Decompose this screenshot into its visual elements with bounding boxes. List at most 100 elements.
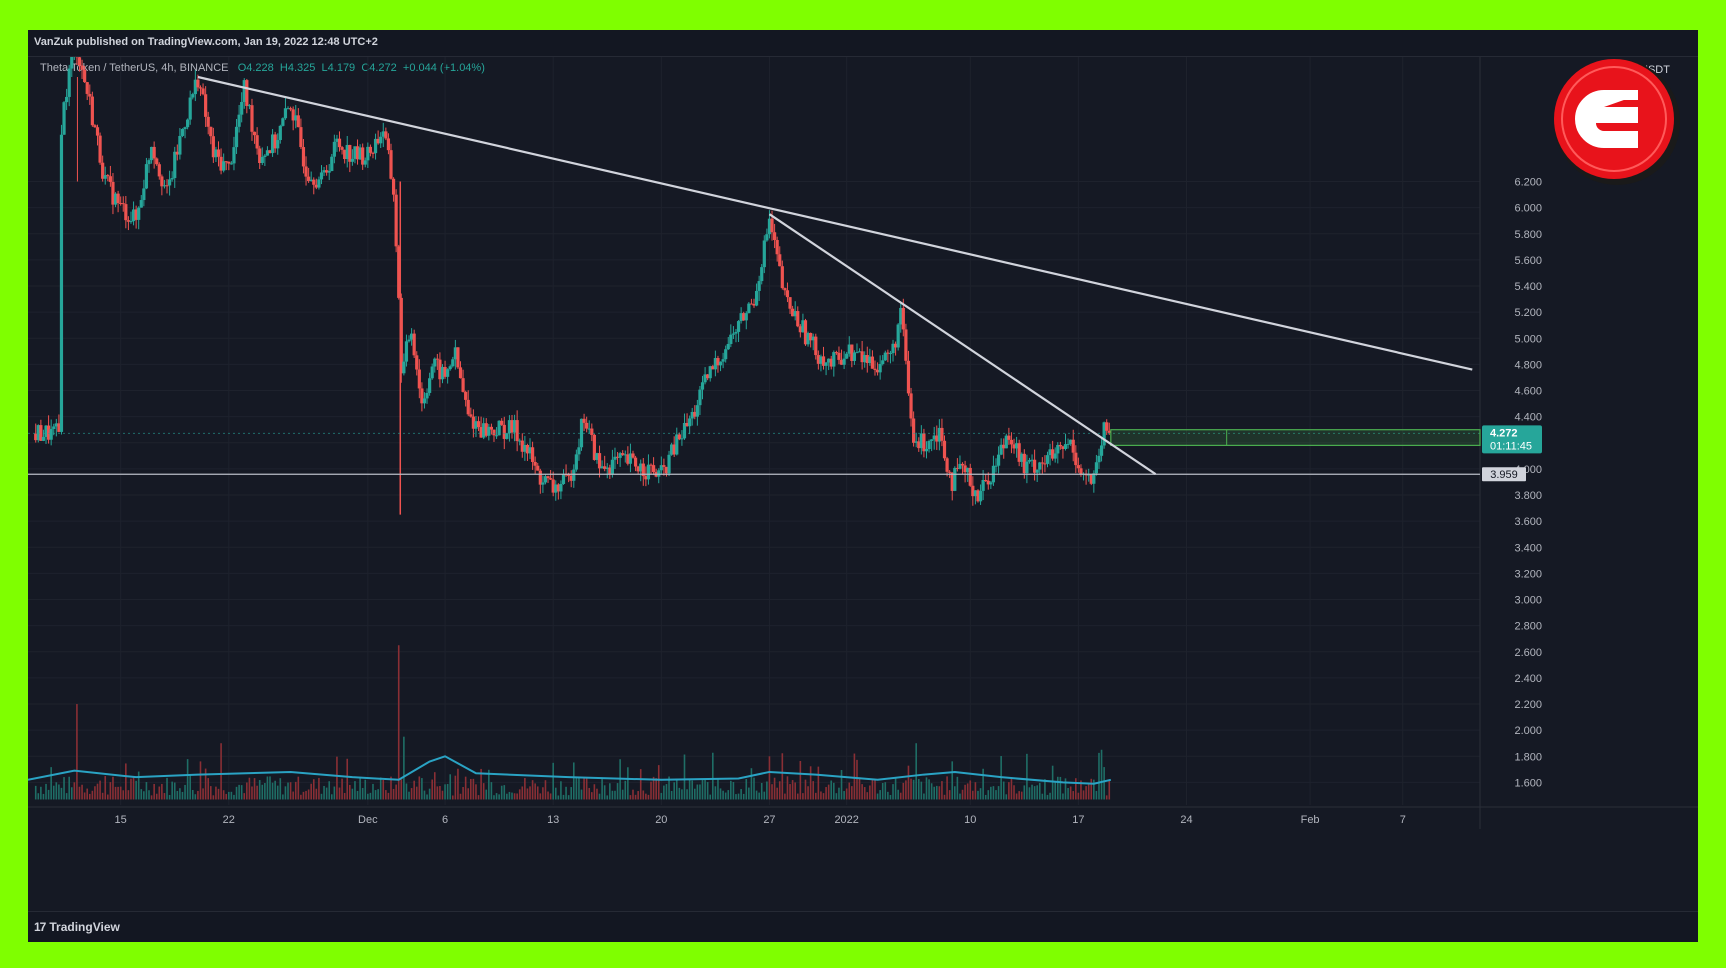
volume-bar	[364, 779, 367, 800]
volume-bar	[351, 788, 354, 800]
volume-bar	[274, 780, 276, 800]
candle-body	[170, 178, 174, 180]
volume-bar	[972, 790, 974, 800]
candle-body	[39, 425, 43, 441]
volume-bar	[433, 772, 436, 800]
volume-bar	[498, 794, 500, 800]
volume-bar	[969, 780, 972, 800]
volume-bar	[415, 786, 418, 800]
candle-body	[482, 423, 486, 438]
volume-bar	[256, 785, 258, 800]
volume-bar	[809, 766, 812, 800]
volume-bar	[627, 767, 629, 800]
candle-body	[70, 57, 74, 69]
volume-bar	[634, 794, 637, 800]
candle-body	[587, 428, 591, 430]
candle-body	[685, 422, 689, 427]
candle-body	[386, 138, 391, 151]
candle-body	[530, 447, 535, 462]
volume-bar	[444, 784, 446, 800]
candle-body	[955, 467, 959, 469]
candle-body	[636, 466, 640, 472]
volume-bar	[233, 794, 235, 800]
candle-body	[978, 490, 983, 502]
price-chart[interactable]: 6.200 6.000 5.800 5.600 5.400 5.200 5.000 4.800…	[28, 57, 1698, 913]
volume-bar	[516, 793, 518, 800]
candle-body	[160, 176, 164, 187]
x-tick-label: 10	[964, 814, 976, 826]
candle-body	[788, 297, 792, 309]
volume-bar	[282, 794, 284, 800]
candle-body	[319, 172, 324, 180]
symbol-name[interactable]: Theta Token / TetherUS, 4h, BINANCE	[40, 62, 229, 74]
volume-bar	[557, 795, 560, 800]
candle-body	[198, 87, 203, 89]
volume-bar	[812, 781, 815, 800]
volume-bar	[158, 786, 161, 800]
volume-bar	[977, 790, 979, 800]
y-tick-label: 2.000	[1514, 725, 1542, 737]
volume-bar	[261, 784, 264, 800]
trendline-long-term[interactable]	[197, 75, 1473, 371]
volume-bar	[470, 778, 472, 800]
candle-body	[958, 463, 962, 469]
projection-zone[interactable]	[1110, 429, 1481, 446]
candle-body	[525, 444, 530, 454]
volume-bar	[1090, 778, 1093, 800]
candle-body	[155, 158, 159, 165]
candle-body	[1012, 444, 1016, 449]
trendline-short-term[interactable]	[768, 213, 1157, 476]
volume-bar	[529, 786, 531, 800]
candle-body	[131, 209, 136, 222]
volume-bar	[488, 769, 490, 800]
candle-body	[590, 428, 594, 435]
volume-bar	[645, 793, 647, 800]
candle-body	[878, 363, 882, 373]
candle-body	[561, 474, 566, 484]
candle-body	[327, 171, 331, 173]
volume-bar	[413, 780, 415, 800]
candle-body	[240, 102, 244, 115]
candle-body	[893, 343, 898, 348]
volume-bar	[40, 786, 42, 800]
candle-body	[528, 447, 532, 454]
candle-body	[129, 221, 133, 223]
candle-body	[770, 218, 774, 233]
volume-bar	[912, 779, 915, 800]
volume-bar	[536, 786, 539, 800]
candle-body	[582, 418, 586, 423]
candle-body	[875, 369, 880, 373]
candle-body	[376, 138, 380, 144]
candle-body	[307, 176, 311, 182]
candle-body	[597, 453, 602, 469]
candle-body	[456, 347, 460, 368]
candle-body	[103, 175, 107, 179]
candle-body	[340, 147, 344, 150]
candle-body	[46, 425, 51, 440]
volume-bar	[475, 784, 477, 800]
volume-bar	[1038, 782, 1041, 800]
volume-bar	[379, 777, 382, 800]
candle-body	[219, 156, 223, 171]
volume-bar	[899, 792, 902, 800]
candle-body	[415, 355, 419, 370]
candle-body	[700, 382, 705, 390]
candle-body	[193, 79, 197, 95]
candle-body	[379, 136, 383, 144]
volume-bar	[467, 788, 470, 800]
tradingview-logo[interactable]: 17 TradingView	[34, 920, 120, 934]
volume-bar	[1049, 792, 1051, 800]
candle-body	[1107, 430, 1111, 433]
volume-bar	[372, 783, 374, 800]
candle-body	[1051, 449, 1055, 459]
candle-body	[762, 240, 766, 268]
candle-body	[196, 79, 200, 88]
candle-body	[857, 351, 862, 353]
volume-bar	[292, 791, 294, 800]
candle-body	[466, 399, 470, 415]
volume-bar	[907, 765, 910, 800]
candle-body	[157, 164, 161, 177]
candle-body	[868, 356, 872, 364]
volume-bar	[758, 792, 760, 800]
volume-bar	[616, 783, 619, 800]
